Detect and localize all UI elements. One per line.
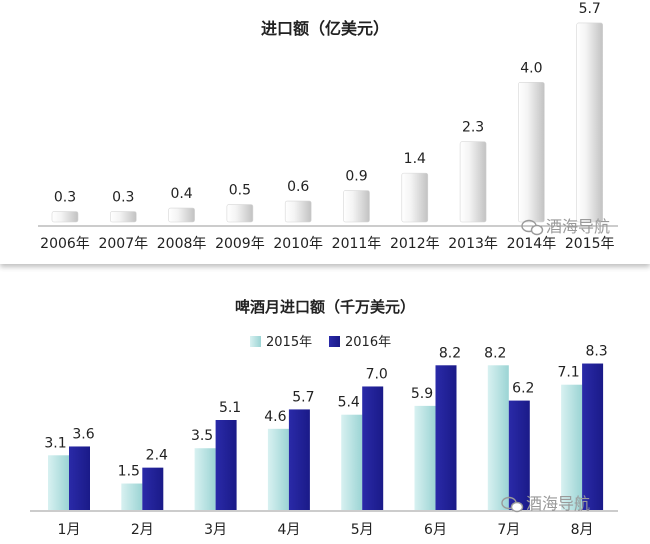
value-label-group: 0.3 0.3 0.4 0.5 0.6 0.9 1.4 2.3 4.0 5.7	[54, 1, 601, 206]
bar-group	[48, 363, 604, 510]
x-tick-label-4: 2010年	[273, 236, 323, 252]
value-label-2016-7: 8.3	[585, 344, 607, 360]
watermark: 酒海导航	[521, 217, 610, 236]
bar-2016-1	[142, 467, 164, 510]
watermark: 酒海导航	[501, 494, 590, 513]
bar-group	[51, 22, 604, 223]
value-label-2015-2: 3.5	[191, 428, 213, 444]
value-label-2015-1: 1.5	[118, 464, 140, 480]
bar-0	[51, 211, 79, 223]
value-label-2015-3: 4.6	[264, 409, 286, 425]
x-tick-label-group: 2006年 2007年 2008年 2009年 2010年 2011年 2012年 2013年…	[40, 236, 614, 252]
x-tick-label-0: 2006年	[40, 236, 90, 252]
import-value-chart-panel: 进口额（亿美元） 0.3 0.3 0.4 0.5 0.6 0.9 1.4 2.3 4.0 5.7 …	[0, 0, 650, 264]
bar-6	[401, 172, 429, 223]
x-tick-label-8: 2014年	[507, 236, 557, 252]
watermark-text: 酒海导航	[526, 494, 590, 513]
x-tick-label-2: 2008年	[157, 236, 207, 252]
value-label-2016-0: 3.6	[72, 426, 94, 442]
value-label-2015-5: 5.9	[411, 386, 433, 402]
x-tick-label-7: 8月	[571, 522, 594, 538]
value-label-2015-4: 5.4	[338, 395, 360, 411]
bar-2016-3	[288, 409, 310, 510]
beer-monthly-chart-panel: 啤酒月进口额（千万美元） 2015年 2016年 3.1 3.6 1.5 2.4 3.5…	[0, 272, 650, 544]
value-label-1: 0.3	[112, 190, 134, 206]
bar-2015-1	[121, 483, 143, 510]
bar-3	[226, 204, 254, 223]
value-label-2016-3: 5.7	[292, 389, 314, 405]
value-label-2016-6: 6.2	[512, 381, 534, 397]
bar-2016-4	[362, 386, 384, 510]
bar-2015-4	[341, 414, 363, 510]
value-label-4: 0.6	[287, 179, 309, 195]
value-label-8: 4.0	[520, 60, 542, 76]
chart-title: 啤酒月进口额（千万美元）	[235, 298, 415, 316]
x-tick-label-7: 2013年	[448, 236, 498, 252]
bar-1	[110, 211, 137, 223]
bar-2016-0	[69, 446, 90, 510]
watermark-text: 酒海导航	[546, 217, 610, 236]
wechat-icon	[521, 219, 544, 236]
x-tick-label-3: 4月	[277, 522, 300, 538]
bar-2015-3	[267, 428, 289, 510]
bar-2015-6	[487, 365, 509, 510]
value-label-0: 0.3	[54, 190, 76, 206]
value-label-7: 2.3	[462, 120, 484, 136]
value-label-9: 5.7	[579, 1, 601, 17]
x-tick-label-group: 1月 2月 3月 4月 5月 6月 7月 8月	[58, 522, 594, 538]
value-label-5: 0.9	[345, 169, 367, 185]
value-label-2016-1: 2.4	[146, 448, 168, 464]
value-label-2016-2: 5.1	[219, 400, 241, 416]
x-tick-label-4: 5月	[351, 522, 374, 538]
value-label-group: 3.1 3.6 1.5 2.4 3.5 5.1 4.6 5.7 5.4 7.0 5.9 8.2 8.2 6…	[44, 344, 607, 480]
x-tick-label-1: 2007年	[98, 236, 148, 252]
wechat-icon	[501, 496, 524, 513]
value-label-2: 0.4	[170, 186, 192, 202]
value-label-2016-4: 7.0	[366, 366, 388, 382]
bar-2016-7	[582, 363, 604, 510]
bar-2	[168, 207, 195, 223]
bar-4	[284, 200, 312, 223]
annual-import-chart: 进口额（亿美元） 0.3 0.3 0.4 0.5 0.60.91.42.34.05.7 …	[38, 1, 618, 252]
x-tick-label-6: 7月	[497, 522, 520, 538]
bar-2016-5	[435, 365, 457, 510]
bar-2015-2	[194, 448, 216, 510]
x-tick-label-6: 2012年	[390, 236, 440, 252]
bar-2016-2	[215, 420, 237, 510]
value-label-6: 1.4	[404, 151, 426, 167]
legend-label-2016: 2016年	[345, 335, 391, 350]
x-tick-label-9: 2015年	[565, 236, 615, 252]
monthly-import-chart: 啤酒月进口额（千万美元） 2015年 2016年 3.1 3.6 1.5 2.4 3.5…	[30, 298, 618, 538]
x-tick-label-3: 2009年	[215, 236, 265, 252]
x-tick-label-5: 6月	[424, 522, 447, 538]
bar-2016-6	[508, 400, 530, 510]
value-label-2015-6: 8.2	[484, 345, 506, 361]
legend-swatch-2015	[250, 336, 261, 347]
legend-label-2015: 2015年	[266, 335, 312, 350]
legend: 2015年 2016年	[250, 335, 391, 350]
value-label-2016-5: 8.2	[439, 345, 461, 361]
value-label-2015-0: 3.1	[44, 435, 66, 451]
bar-9	[576, 22, 604, 223]
x-tick-label-1: 2月	[131, 522, 154, 538]
bar-7	[459, 141, 487, 223]
x-tick-label-0: 1月	[58, 522, 81, 538]
x-tick-label-5: 2011年	[332, 236, 382, 252]
legend-swatch-2016	[329, 336, 340, 347]
x-tick-label-2: 3月	[204, 522, 227, 538]
bar-5	[343, 190, 370, 223]
value-label-3: 0.5	[229, 183, 251, 199]
chart-title: 进口额（亿美元）	[261, 19, 389, 38]
bar-2015-7	[561, 384, 583, 510]
value-label-2015-7: 7.1	[557, 365, 579, 381]
bar-2015-0	[48, 455, 69, 510]
bar-2015-5	[414, 405, 436, 510]
bar-8	[518, 82, 545, 223]
